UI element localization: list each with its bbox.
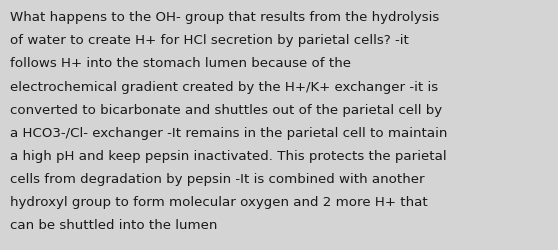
Text: can be shuttled into the lumen: can be shuttled into the lumen	[10, 218, 218, 231]
Text: cells from degradation by pepsin -It is combined with another: cells from degradation by pepsin -It is …	[10, 172, 425, 185]
Text: converted to bicarbonate and shuttles out of the parietal cell by: converted to bicarbonate and shuttles ou…	[10, 103, 442, 116]
Text: a HCO3-/Cl- exchanger -It remains in the parietal cell to maintain: a HCO3-/Cl- exchanger -It remains in the…	[10, 126, 448, 139]
Text: electrochemical gradient created by the H+/K+ exchanger -it is: electrochemical gradient created by the …	[10, 80, 438, 93]
Text: What happens to the OH- group that results from the hydrolysis: What happens to the OH- group that resul…	[10, 11, 439, 24]
Text: hydroxyl group to form molecular oxygen and 2 more H+ that: hydroxyl group to form molecular oxygen …	[10, 195, 428, 208]
Text: a high pH and keep pepsin inactivated. This protects the parietal: a high pH and keep pepsin inactivated. T…	[10, 149, 446, 162]
Text: of water to create H+ for HCl secretion by parietal cells? -it: of water to create H+ for HCl secretion …	[10, 34, 409, 47]
Text: follows H+ into the stomach lumen because of the: follows H+ into the stomach lumen becaus…	[10, 57, 351, 70]
